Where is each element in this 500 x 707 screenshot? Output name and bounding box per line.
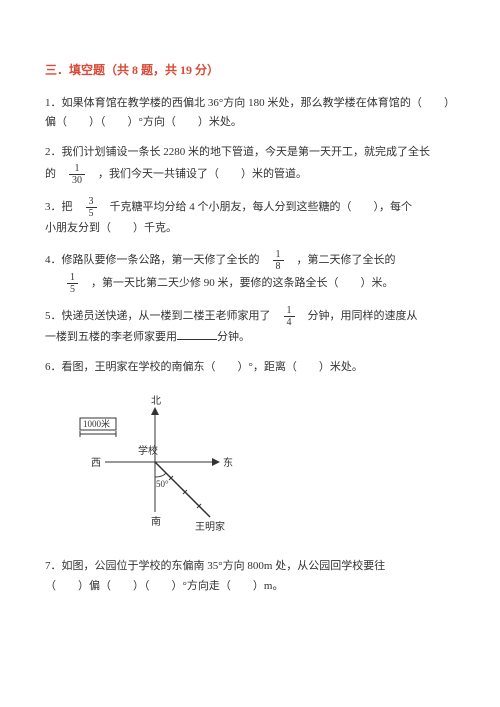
- q2-line1: 2．我们计划铺设一条长 2280 米的地下管道，今天是第一天开工，就完成了全长: [45, 143, 455, 163]
- q7-blank2: [111, 580, 133, 592]
- q3-line1: 3．把 35 千克糖平均分给 4 个小朋友，每人分到这些糖的（ ），每个: [45, 196, 455, 219]
- question-3: 3．把 35 千克糖平均分给 4 个小朋友，每人分到这些糖的（ ），每个 小朋友…: [45, 196, 455, 239]
- numerator: 1: [67, 272, 78, 284]
- q5-text: 5．快递员送快递，从一楼到二楼王老师家用了: [45, 310, 282, 322]
- section-title: 三．填空题（共 8 题，共 19 分）: [45, 60, 455, 82]
- q2-text: 的: [45, 168, 67, 180]
- angle-label: 50°: [156, 479, 169, 489]
- question-7: 7．如图，公园位于学校的东偏南 35°方向 800m 处，从公园回学校要往 （ …: [45, 557, 455, 597]
- angle-arc: [155, 473, 166, 477]
- numerator: 1: [273, 249, 284, 261]
- q7-text: ）偏（: [78, 580, 111, 592]
- q1-blank3: [106, 116, 128, 128]
- q5-text: 分钟。: [217, 331, 250, 343]
- q7-line1: 7．如图，公园位于学校的东偏南 35°方向 800m 处，从公园回学校要往: [45, 557, 455, 577]
- q7-text: （: [45, 580, 56, 592]
- home-line: [155, 462, 210, 517]
- north-arrow: [151, 407, 159, 415]
- q7-blank4: [231, 580, 253, 592]
- q1-blank1: [422, 97, 444, 109]
- numerator: 3: [86, 196, 97, 208]
- denominator: 5: [67, 284, 78, 295]
- q3-blank1: [352, 201, 374, 213]
- school-label: 学校: [138, 444, 158, 457]
- question-1: 1．如果体育馆在教学楼的西偏北 36°方向 180 米处，那么教学楼在体育馆的（…: [45, 94, 455, 134]
- q7-text: ）m。: [253, 580, 284, 592]
- q1-text: ）（: [89, 116, 106, 128]
- east-arrow: [212, 458, 220, 466]
- q1-text: ）米处。: [198, 116, 242, 128]
- q7-blank1: [56, 580, 78, 592]
- fraction: 14: [284, 305, 295, 328]
- q2-text: ）米的管道。: [241, 168, 307, 180]
- q7-text: ）°方向走（: [172, 580, 231, 592]
- denominator: 5: [86, 208, 97, 219]
- q3-line2: 小朋友分到（ ）千克。: [45, 219, 455, 239]
- q4-text: ，第一天比第二天少修 90 米，要修的这条路全长（: [80, 277, 339, 289]
- question-4: 4．修路队要修一条公路，第一天修了全长的 18 ，第二天修了全长的 15 ，第一…: [45, 249, 455, 295]
- q4-text: 4．修路队要修一条公路，第一天修了全长的: [45, 254, 271, 266]
- diagram-svg: 北 南 东 西 学校 王明家 50° 1000米: [75, 392, 255, 542]
- denominator: 30: [69, 175, 85, 186]
- q6-blank2: [297, 361, 319, 373]
- fraction: 15: [67, 272, 78, 295]
- numerator: 1: [284, 305, 295, 317]
- q3-text: 3．把: [45, 201, 84, 213]
- q6-text: ）米处。: [319, 361, 363, 373]
- q7-blank3: [150, 580, 172, 592]
- numerator: 1: [69, 163, 85, 175]
- q5-line1: 5．快递员送快递，从一楼到二楼王老师家用了 14 分钟，用同样的速度从: [45, 305, 455, 328]
- fraction: 35: [86, 196, 97, 219]
- q3-text: ），每个: [374, 201, 413, 213]
- q6-blank1: [216, 361, 238, 373]
- denominator: 4: [284, 317, 295, 328]
- q5-line2: 一楼到五楼的李老师家要用 分钟。: [45, 328, 455, 348]
- q2-blank1: [219, 168, 241, 180]
- q1-blank4: [176, 116, 198, 128]
- south-label: 南: [151, 515, 161, 528]
- q1-text: ）°方向（: [128, 116, 176, 128]
- q2-text: ，我们今天一共铺设了（: [87, 168, 219, 180]
- q4-blank1: [339, 277, 361, 289]
- question-5: 5．快递员送快递，从一楼到二楼王老师家用了 14 分钟，用同样的速度从 一楼到五…: [45, 305, 455, 348]
- fraction: 18: [273, 249, 284, 272]
- q3-text: 小朋友分到（: [45, 222, 111, 234]
- fraction: 130: [69, 163, 85, 186]
- denominator: 8: [273, 261, 284, 272]
- q3-text: ）千克。: [133, 222, 177, 234]
- q1-text: 1．如果体育馆在教学楼的西偏北 36°方向 180 米处，那么教学楼在体育馆的（: [45, 97, 422, 109]
- compass-diagram: 北 南 东 西 学校 王明家 50° 1000米: [75, 392, 255, 542]
- question-6: 6．看图，王明家在学校的南偏东（ ）°，距离（ ）米处。: [45, 358, 455, 378]
- scale-label: 1000米: [83, 418, 110, 429]
- q6-text: 6．看图，王明家在学校的南偏东（: [45, 361, 216, 373]
- west-label: 西: [91, 458, 101, 469]
- q1-blank2: [67, 116, 89, 128]
- q5-blank1: [177, 329, 217, 340]
- q4-text: ）米。: [361, 277, 394, 289]
- q4-line1: 4．修路队要修一条公路，第一天修了全长的 18 ，第二天修了全长的: [45, 249, 455, 272]
- q7-line2: （ ）偏（ ）（ ）°方向走（ ）m。: [45, 577, 455, 597]
- east-label: 东: [223, 456, 233, 469]
- q5-text: 一楼到五楼的李老师家要用: [45, 331, 177, 343]
- q7-text: ）（: [133, 580, 150, 592]
- q3-text: 千克糖平均分给 4 个小朋友，每人分到这些糖的（: [99, 201, 352, 213]
- q3-blank2: [111, 222, 133, 234]
- north-label: 北: [151, 395, 161, 407]
- q4-line2: 15 ，第一天比第二天少修 90 米，要修的这条路全长（ ）米。: [45, 272, 455, 295]
- q2-line2: 的 130 ，我们今天一共铺设了（ ）米的管道。: [45, 163, 455, 186]
- question-2: 2．我们计划铺设一条长 2280 米的地下管道，今天是第一天开工，就完成了全长 …: [45, 143, 455, 186]
- q4-text: ，第二天修了全长的: [286, 254, 396, 266]
- q5-text: 分钟，用同样的速度从: [297, 310, 418, 322]
- q6-text: ）°，距离（: [238, 361, 297, 373]
- home-label: 王明家: [195, 520, 225, 533]
